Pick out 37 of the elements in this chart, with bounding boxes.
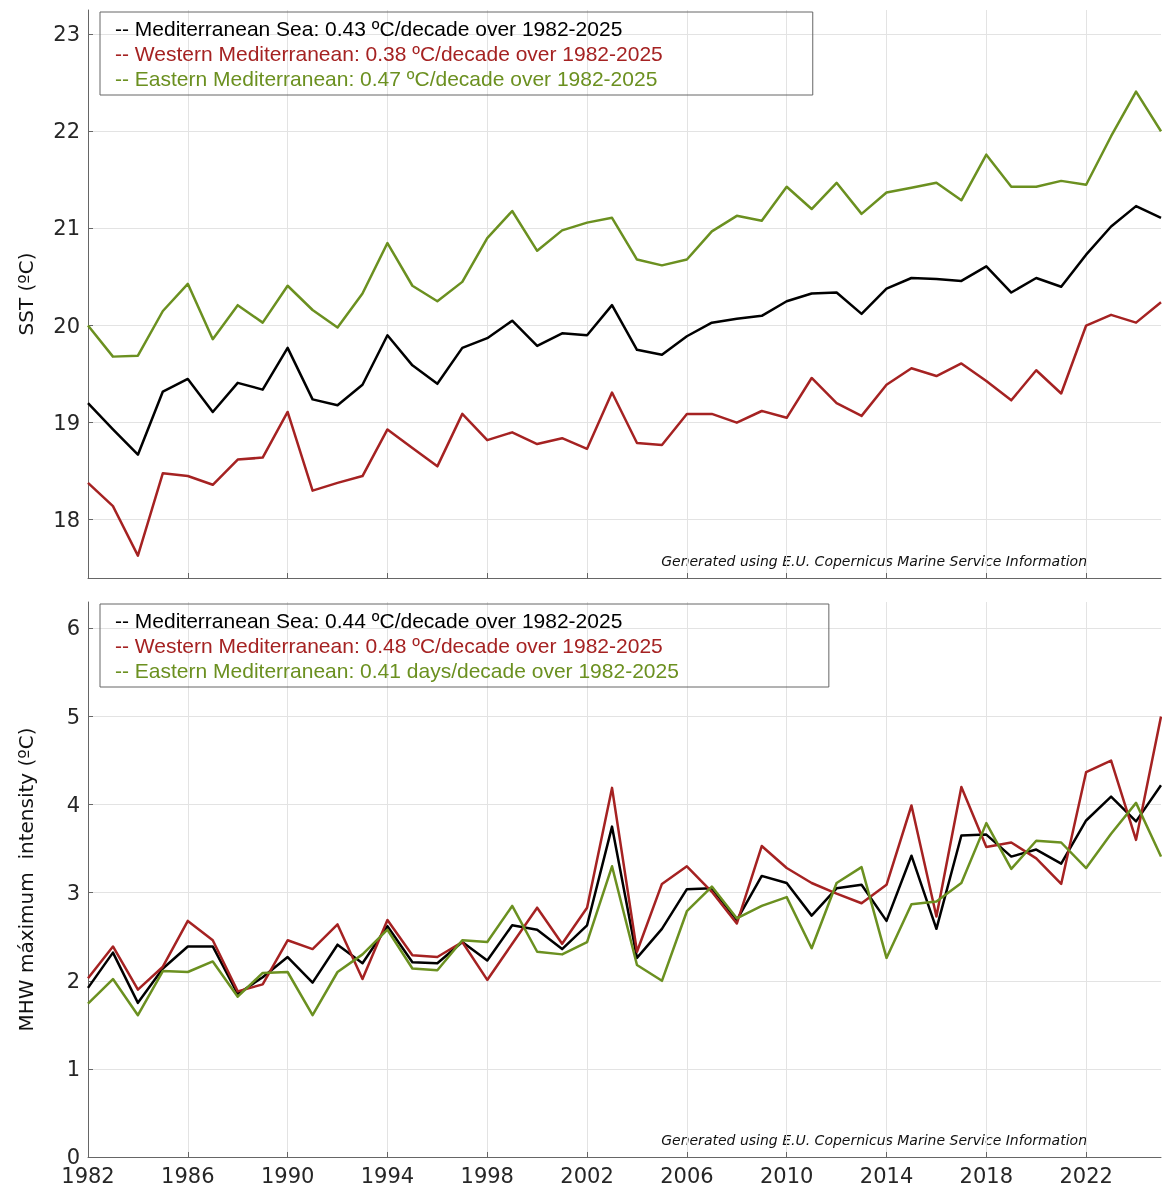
text: -- Western Mediterranean: 0.48 ºC/decade over 1982-2025	[115, 634, 663, 657]
x-tick-label: 2018	[959, 1163, 1014, 1188]
x-tick-label: 2002	[560, 1163, 614, 1188]
x-tick-label: 1998	[460, 1163, 514, 1188]
y-tick-label: 3	[66, 880, 80, 905]
x-tick-label: 1994	[360, 1163, 415, 1188]
text: -- Mediterranean Sea: 0.43 ºC/decade over 1982-2025	[115, 17, 623, 40]
annotation: Generated using E.U. Copernicus Marine Service Information	[661, 553, 1087, 569]
x-tick-label: 1990	[260, 1163, 315, 1188]
annotation: Generated using E.U. Copernicus Marine Service Information	[661, 1132, 1087, 1148]
y-tick-label: 5	[66, 704, 80, 729]
y-tick-label: 1	[66, 1056, 80, 1081]
x-tick-label: 1982	[61, 1163, 115, 1188]
text: -- Eastern Mediterranean: 0.47 ºC/decade over 1982-2025	[115, 67, 658, 90]
y-tick-label: 2	[66, 968, 80, 993]
x-tick-label: 2014	[859, 1163, 914, 1188]
y-tick-label: 18	[53, 507, 80, 532]
y-tick-label: 19	[53, 410, 80, 435]
line-series	[86, 301, 1162, 557]
y-tick-label: 23	[53, 22, 80, 47]
line-series	[86, 204, 1162, 456]
line-series	[86, 90, 1162, 358]
y-axis-title: SST (ºC)	[14, 252, 38, 336]
x-tick-label: 2006	[660, 1163, 714, 1188]
text: -- Western Mediterranean: 0.38 ºC/decade over 1982-2025	[115, 42, 663, 65]
y-tick-label: 20	[53, 313, 80, 338]
x-tick-label: 1986	[161, 1163, 215, 1188]
line-series	[86, 715, 1162, 993]
y-tick-label: 6	[66, 616, 80, 641]
text: -- Eastern Mediterranean: 0.41 days/decade over 1982-2025	[115, 659, 679, 682]
y-tick-label: 22	[53, 119, 80, 144]
text: -- Mediterranean Sea: 0.44 ºC/decade over 1982-2025	[115, 609, 623, 632]
y-tick-label: 21	[53, 216, 80, 241]
y-axis-title: MHW máximum intensity (ºC)	[14, 727, 38, 1032]
x-tick-label: 2010	[759, 1163, 814, 1188]
x-tick-label: 2022	[1059, 1163, 1113, 1188]
y-tick-label: 4	[66, 792, 80, 817]
